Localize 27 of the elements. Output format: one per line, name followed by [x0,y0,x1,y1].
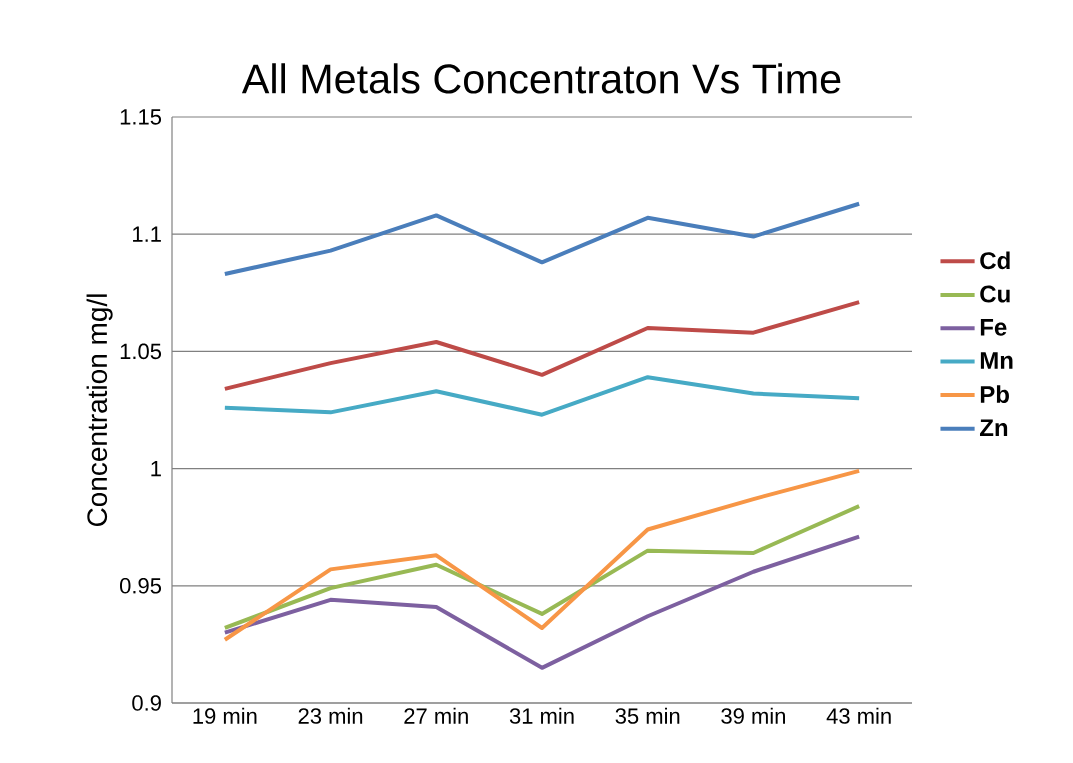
legend-label: Mn [980,352,1013,369]
y-axis-title: Concentration mg/l [86,294,113,527]
x-tick-label: 31 min [509,707,574,724]
line-series [222,375,862,417]
x-tick-label: 19 min [193,707,257,724]
legend-label: Cd [980,251,1010,270]
line-series [222,534,862,670]
line-series [222,300,862,391]
chart-title: All Metals Concentraton Vs Time [241,63,841,94]
legend-label: Zn [979,419,1008,436]
line-series [222,201,862,277]
y-tick-label: 1 [151,461,161,477]
x-tick-label: 39 min [721,707,785,724]
legend-label: Pb [980,385,1009,403]
y-tick-label: 1.05 [120,343,162,360]
y-tick-label: 0.95 [120,578,162,594]
y-tick-label: 1.15 [120,109,162,125]
x-tick-label: 27 min [404,707,468,724]
y-tick-label: 1.1 [133,226,161,242]
y-tick-label: 0.9 [132,695,161,711]
line-series [222,504,862,630]
x-tick-label: 43 min [826,707,891,724]
legend-label: Fe [980,318,1007,336]
line-series [222,468,862,642]
x-tick-label: 35 min [615,707,680,724]
legend-label: Cu [980,285,1010,303]
x-tick-label: 23 min [298,707,363,724]
